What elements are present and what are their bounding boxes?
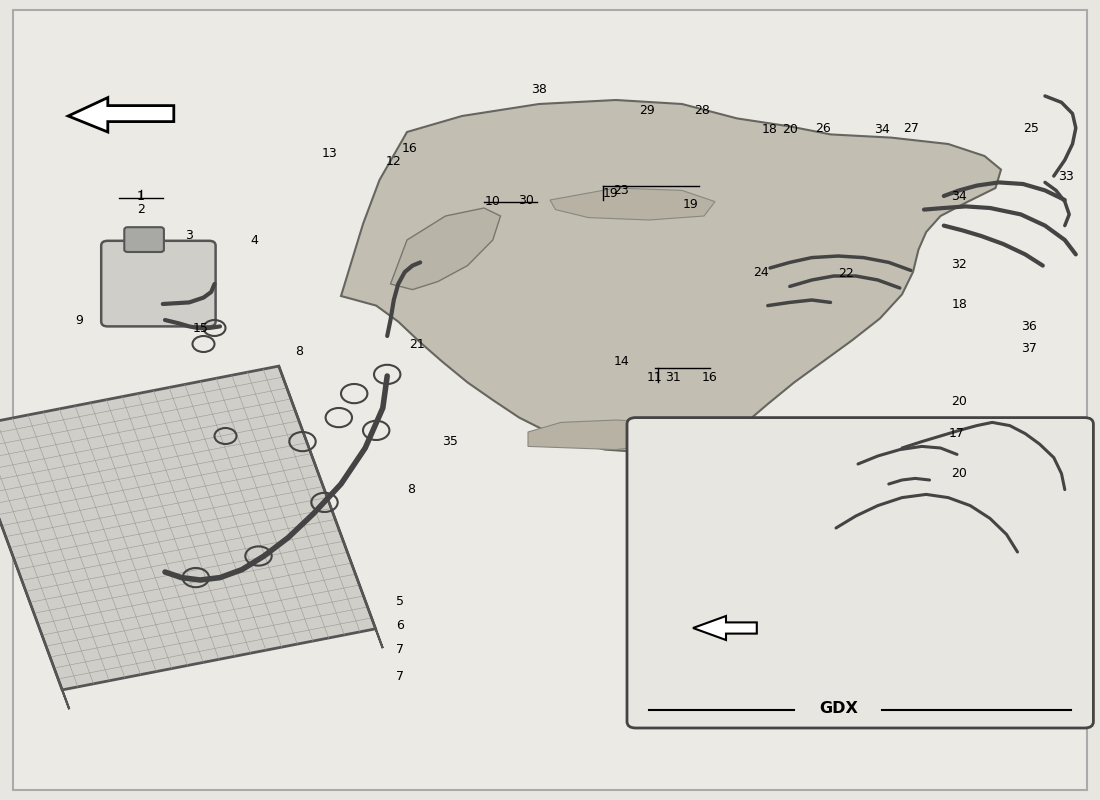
Text: 7: 7 xyxy=(396,643,404,656)
Text: 4: 4 xyxy=(251,234,258,246)
Text: 26: 26 xyxy=(815,122,830,134)
Text: 18: 18 xyxy=(762,123,778,136)
Polygon shape xyxy=(341,100,1001,452)
Polygon shape xyxy=(550,188,715,220)
Text: 14: 14 xyxy=(614,355,629,368)
Text: 2: 2 xyxy=(136,203,145,216)
FancyBboxPatch shape xyxy=(13,10,1087,790)
FancyBboxPatch shape xyxy=(627,418,1093,728)
FancyBboxPatch shape xyxy=(101,241,216,326)
Text: 21: 21 xyxy=(409,338,425,350)
Text: 25: 25 xyxy=(1023,122,1038,134)
Text: 11: 11 xyxy=(647,371,662,384)
Text: 20: 20 xyxy=(952,395,967,408)
Text: GDX: GDX xyxy=(818,701,858,716)
Text: 24: 24 xyxy=(754,266,769,278)
Text: 34: 34 xyxy=(874,123,890,136)
Text: 23: 23 xyxy=(614,184,629,197)
Text: 16: 16 xyxy=(702,371,717,384)
Text: 8: 8 xyxy=(295,346,302,358)
Text: 31: 31 xyxy=(666,371,681,384)
Text: 36: 36 xyxy=(1021,320,1036,333)
Text: 18: 18 xyxy=(952,298,967,310)
Text: 13: 13 xyxy=(322,147,338,160)
Polygon shape xyxy=(390,208,501,290)
Text: 37: 37 xyxy=(1021,342,1036,354)
Text: 16: 16 xyxy=(402,142,417,154)
Text: 6: 6 xyxy=(396,619,404,632)
Text: 12: 12 xyxy=(386,155,402,168)
Text: 33: 33 xyxy=(1058,170,1074,182)
Text: 9: 9 xyxy=(75,314,82,326)
Text: 34: 34 xyxy=(952,190,967,202)
Polygon shape xyxy=(0,427,69,710)
Text: 32: 32 xyxy=(952,258,967,270)
Text: 29: 29 xyxy=(639,104,654,117)
Text: 5: 5 xyxy=(396,595,404,608)
Text: 19: 19 xyxy=(603,187,618,200)
Text: 20: 20 xyxy=(782,123,797,136)
Text: 15: 15 xyxy=(192,322,208,334)
Text: 3: 3 xyxy=(185,229,192,242)
Text: 30: 30 xyxy=(518,194,534,206)
Text: 38: 38 xyxy=(531,83,547,96)
Text: 8: 8 xyxy=(407,483,415,496)
Text: 17: 17 xyxy=(948,427,964,440)
Text: 1: 1 xyxy=(136,190,145,202)
Polygon shape xyxy=(693,616,757,640)
Text: 10: 10 xyxy=(485,195,501,208)
Polygon shape xyxy=(0,366,375,690)
Text: 20: 20 xyxy=(952,467,967,480)
Text: 35: 35 xyxy=(442,435,458,448)
Text: 28: 28 xyxy=(694,104,710,117)
Polygon shape xyxy=(68,98,174,132)
Polygon shape xyxy=(278,366,383,648)
Text: 22: 22 xyxy=(838,267,854,280)
Text: 19: 19 xyxy=(683,198,698,210)
Polygon shape xyxy=(528,420,682,450)
FancyBboxPatch shape xyxy=(124,227,164,252)
Text: 7: 7 xyxy=(396,670,404,682)
Text: 27: 27 xyxy=(903,122,918,134)
